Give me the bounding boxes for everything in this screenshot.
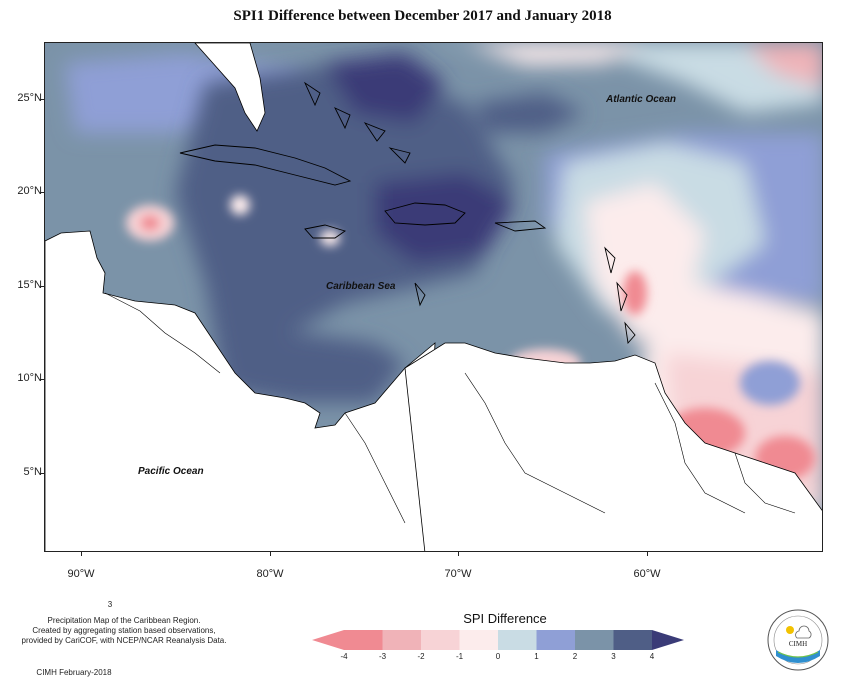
land-central-america	[45, 230, 436, 551]
island-cuba	[179, 144, 352, 186]
legend-swatch	[344, 630, 383, 650]
logo-inner-ring	[773, 615, 823, 665]
legend-tick-label: -4	[340, 652, 348, 661]
island-bahamas	[303, 81, 411, 164]
sun-icon	[786, 626, 794, 634]
legend-title: SPI Difference	[463, 611, 547, 626]
footnote-credit: CIMH February-2018	[36, 668, 112, 677]
footnote-line-1: Precipitation Map of the Caribbean Regio…	[47, 616, 201, 625]
spi-field-dark	[175, 53, 585, 403]
lat-label-10n: 10°N	[17, 372, 42, 384]
cloud-icon	[795, 625, 812, 639]
legend-swatch	[459, 630, 498, 650]
spi-map-svg	[45, 43, 822, 551]
lon-tick	[270, 552, 271, 556]
legend-tick-label: -1	[455, 652, 464, 661]
label-caribbean-sea: Caribbean Sea	[326, 281, 396, 292]
lat-tick	[40, 286, 44, 287]
island-jamaica	[304, 224, 347, 239]
lat-label-15n: 15°N	[17, 279, 42, 291]
lat-tick	[40, 379, 44, 380]
lon-tick	[458, 552, 459, 556]
legend-tick-label: 0	[495, 652, 501, 661]
lon-label-60w: 60°W	[633, 568, 661, 580]
island-outlines	[179, 81, 636, 345]
legend-swatch	[575, 630, 614, 650]
legend-tick-label: -3	[378, 652, 387, 661]
country-borders	[104, 292, 796, 524]
waves-icon	[776, 650, 820, 663]
legend-tick-label: 3	[611, 652, 616, 661]
lon-label-90w: 90°W	[67, 568, 95, 580]
lat-tick	[40, 99, 44, 100]
leaf-stripe	[777, 651, 819, 658]
legend-tick-label: 4	[649, 652, 655, 661]
land-florida	[194, 43, 266, 132]
legend-colorbar	[312, 630, 684, 650]
legend-swatch	[498, 630, 537, 650]
logo-text: CIMH	[789, 640, 807, 648]
lat-tick	[40, 473, 44, 474]
lon-label-80w: 80°W	[256, 568, 284, 580]
legend-swatch	[536, 630, 575, 650]
label-atlantic-ocean: Atlantic Ocean	[606, 94, 677, 105]
legend-swatch	[613, 630, 652, 650]
lat-tick	[40, 192, 44, 193]
legend-tick-label: -2	[417, 652, 425, 661]
lat-label-20n: 20°N	[17, 185, 42, 197]
cimh-logo: CIMH	[767, 609, 829, 671]
label-pacific-ocean: Pacific Ocean	[138, 466, 204, 477]
lon-tick	[81, 552, 82, 556]
island-hispaniola	[384, 202, 466, 226]
island-lesser-antilles	[604, 246, 636, 345]
map-title: SPI1 Difference between December 2017 an…	[233, 8, 612, 24]
footnote-line-2: Created by aggregating station based obs…	[32, 626, 216, 635]
legend-swatch	[382, 630, 421, 650]
legend-tick-label: 2	[572, 652, 578, 661]
land-masks	[45, 43, 822, 551]
island-puerto-rico	[494, 220, 547, 232]
legend-swatch	[421, 630, 460, 650]
lon-tick	[647, 552, 648, 556]
map-panel	[44, 42, 823, 552]
legend-arrow-low	[312, 630, 344, 650]
legend-tick-label: 1	[534, 652, 539, 661]
footnote-marker: 3	[107, 600, 113, 609]
lat-label-5n: 5°N	[23, 466, 42, 478]
footnote-line-3: provided by CariCOF, with NCEP/NCAR Rean…	[21, 636, 227, 645]
lat-label-25n: 25°N	[17, 92, 42, 104]
land-south-america	[404, 342, 822, 551]
lon-label-70w: 70°W	[444, 568, 472, 580]
legend-arrow-high	[652, 630, 684, 650]
island-small	[414, 282, 426, 307]
